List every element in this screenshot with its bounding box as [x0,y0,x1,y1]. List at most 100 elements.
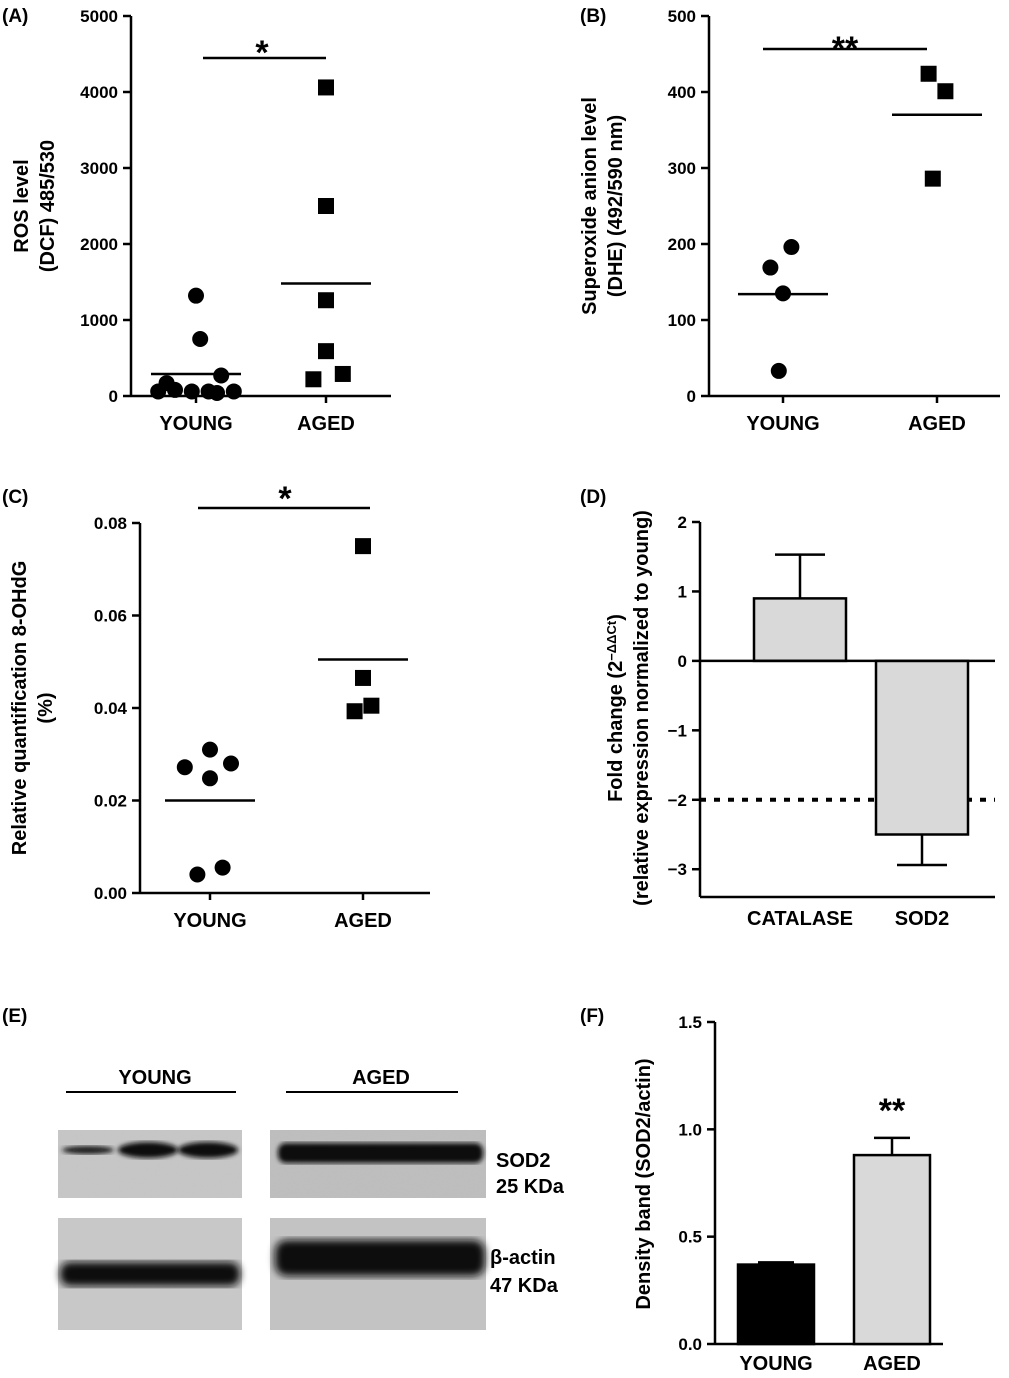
y-axis-label-line1: Fold change (2 [605,661,627,802]
significance-marker: ** [879,1092,906,1130]
x-tick-label: YOUNG [173,910,246,932]
y-axis-label-line1: Superoxide anion level [579,97,601,315]
blot-actin-young [58,1218,242,1330]
blot-sod2-size: 25 KDa [496,1176,565,1198]
x-tick-label: AGED [863,1353,921,1375]
data-point-young [188,287,204,304]
y-tick-label: 0.06 [94,607,127,626]
y-axis-label-line1: ROS level [11,159,33,252]
data-point-aged [355,538,371,555]
y-tick-label: −2 [668,791,687,810]
y-axis-label-line1-end: ) [605,614,627,621]
blot-actin-size: 47 KDa [490,1275,559,1297]
blot-sod2-young [58,1130,242,1198]
chart-f: 0.0 0.5 1.0 1.5 YOUNG AGED ** Density band (SOD… [633,1013,943,1375]
x-tick-label: AGED [297,413,355,435]
data-point-aged [318,198,334,214]
data-point-young [202,741,218,758]
blot-actin-name: β-actin [490,1247,556,1269]
blot-group-young: YOUNG [118,1067,191,1089]
blot-sod2-name: SOD2 [496,1150,550,1172]
x-tick-label: YOUNG [746,413,819,435]
y-tick-label: 0.04 [94,699,128,718]
y-axis-label-line1: Relative quantification 8-OHdG [9,561,31,855]
data-point-aged [937,83,954,100]
data-point-aged [305,371,322,388]
y-tick-label: 200 [668,235,696,254]
bar-catalase [752,597,848,663]
panel-label-e: (E) [2,1006,27,1027]
y-axis-label: Relative quantification 8-OHdG (%) [9,561,57,855]
y-tick-label: −1 [668,721,687,740]
blot-actin-aged [270,1218,486,1330]
x-tick-label: SOD2 [895,908,949,930]
panel-label-b: (B) [580,6,606,27]
y-axis-label-line2: (DHE) (492/590 nm) [605,115,627,297]
y-tick-label: 0.00 [94,884,127,903]
y-tick-label: 0.0 [678,1335,702,1354]
blot-sod2-aged [270,1130,486,1198]
y-axis-label: Superoxide anion level (DHE) (492/590 nm) [579,97,627,315]
y-axis-label-superscript: −ΔΔCt [604,620,619,661]
y-tick-label: 0 [109,387,118,406]
y-tick-label: 5000 [80,7,118,26]
data-point-young [225,383,242,400]
panel-label-d: (D) [580,487,606,508]
y-tick-label: 3000 [80,159,118,178]
data-point-young [158,375,175,392]
data-point-young [213,367,230,384]
y-axis-label-line2: (DCF) 485/530 [37,140,59,272]
data-point-young [189,866,206,883]
data-point-young [209,384,225,401]
y-axis-label: ROS level (DCF) 485/530 [11,140,59,272]
chart-a: 0 1000 2000 3000 4000 5000 YOUNG AGED ROS level(… [11,7,391,435]
panel-label-c: (C) [2,487,28,508]
y-axis-label-line2: (relative expression normalized to young… [631,510,653,906]
data-point-young [783,239,800,256]
data-point-young [214,859,231,876]
data-point-aged [334,365,351,382]
x-tick-label: AGED [908,413,966,435]
x-tick-label: YOUNG [739,1353,812,1375]
data-point-young [223,755,239,772]
bar-aged [852,1153,932,1346]
y-tick-label: 4000 [80,83,118,102]
data-point-aged [924,170,941,187]
data-point-young [192,331,209,347]
significance-marker: ** [832,30,859,68]
y-tick-label: 1.0 [678,1120,702,1139]
bar-sod2 [874,659,970,836]
y-axis-label-line2: (%) [35,692,57,723]
y-tick-label: 400 [668,83,696,102]
data-point-aged [355,669,371,686]
y-tick-label: 500 [668,7,696,26]
chart-c: 0.00 0.02 0.04 0.06 0.08 YOUNG AGED Relative qu… [9,480,430,932]
data-point-aged [318,292,334,309]
y-tick-label: 300 [668,159,696,178]
y-tick-label: −3 [668,860,687,879]
data-point-aged [318,79,334,96]
y-tick-label: 0 [687,387,696,406]
x-tick-label: CATALASE [747,908,853,930]
y-tick-label: 100 [668,311,696,330]
chart-d: 2 1 0 −1 −2 −3 CATALASE SOD2 Fold change (2−ΔΔCt… [604,510,995,930]
panel-label-f: (F) [580,1006,604,1027]
data-point-aged [363,697,380,714]
y-tick-label: 1 [678,582,687,601]
y-tick-label: 1000 [80,311,118,330]
data-point-young [762,259,779,276]
significance-marker: * [278,480,292,518]
y-tick-label: 0.5 [678,1228,702,1247]
y-tick-label: 0.02 [94,792,127,811]
y-tick-label: 2 [678,513,687,532]
y-tick-label: 0.08 [94,514,127,533]
y-tick-label: 1.5 [678,1013,702,1032]
western-blot: YOUNG AGED SOD2 25 [58,1067,565,1330]
significance-marker: * [255,34,269,72]
y-axis-label: Density band (SOD2/actin) [633,1058,655,1309]
data-point-aged [318,343,334,360]
data-point-young [176,759,193,776]
data-point-young [183,383,200,400]
x-tick-label: YOUNG [159,413,232,435]
